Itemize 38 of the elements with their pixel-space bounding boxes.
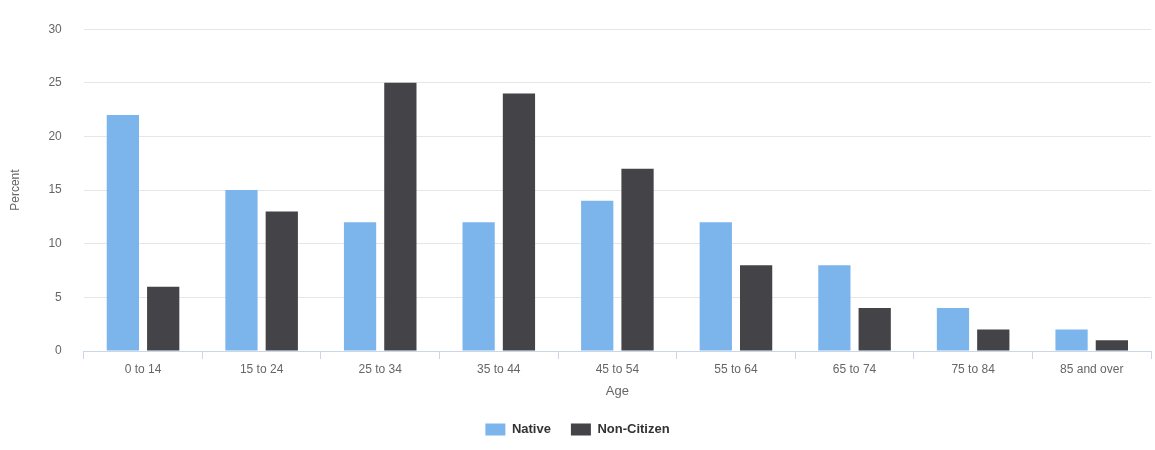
x-axis-title: Age	[605, 382, 629, 398]
bar	[106, 115, 140, 351]
bar	[384, 82, 417, 351]
x-tick-label: 25 to 34	[358, 361, 403, 376]
bar	[739, 265, 773, 351]
bar	[977, 329, 1010, 351]
y-axis-title: Percent	[7, 168, 22, 211]
bar	[936, 308, 970, 351]
bar	[502, 93, 536, 351]
bar	[343, 222, 377, 351]
bar	[225, 190, 258, 351]
bar	[699, 222, 732, 351]
y-tick-label: 20	[48, 128, 63, 143]
x-tick-label: 15 to 24	[239, 361, 284, 376]
bar	[858, 308, 891, 351]
bar	[147, 286, 180, 351]
x-tick-label: 65 to 74	[832, 361, 877, 376]
bar	[581, 200, 614, 351]
y-tick-label: 15	[48, 182, 63, 197]
y-tick-label: 25	[48, 75, 63, 90]
y-tick-label: 30	[48, 21, 63, 36]
x-tick-label: 45 to 54	[595, 361, 640, 376]
x-tick-label: 35 to 44	[477, 361, 521, 376]
bar	[621, 168, 654, 351]
y-tick-label: 0	[55, 343, 63, 358]
x-tick-label: 0 to 14	[124, 361, 162, 376]
bar	[1055, 329, 1088, 351]
x-tick-label: 85 and over	[1060, 361, 1124, 376]
x-tick-label: 55 to 64	[714, 361, 758, 376]
y-tick-label: 10	[48, 236, 63, 251]
bar	[462, 222, 495, 351]
legend-label: Native	[511, 421, 551, 437]
bar	[818, 265, 851, 351]
legend-label: Non-Citizen	[597, 421, 670, 437]
y-tick-label: 5	[55, 289, 63, 304]
bar	[265, 211, 298, 351]
bar	[1095, 340, 1128, 351]
x-tick-label: 75 to 84	[951, 361, 996, 376]
